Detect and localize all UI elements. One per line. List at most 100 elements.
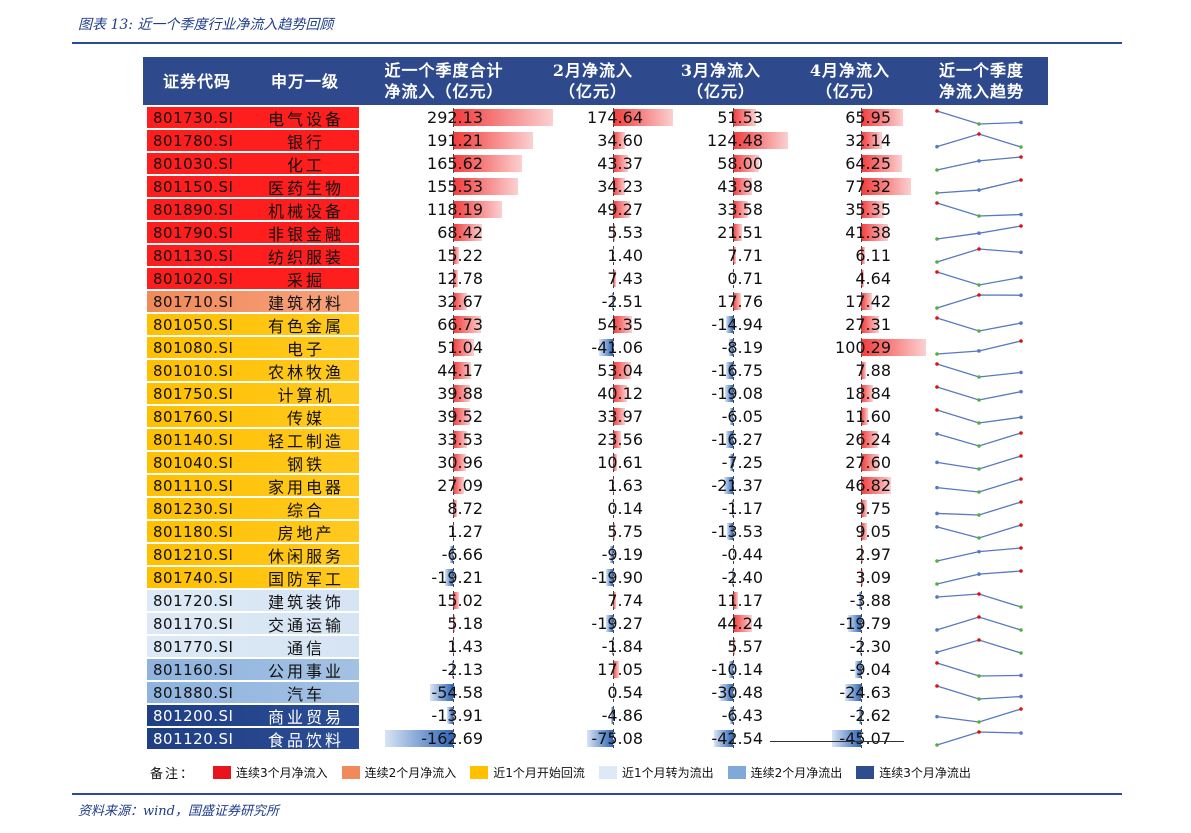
table-row: 801770.SI 通信 1.43 -1.84 5.57 -2.30 <box>143 635 1048 658</box>
trend-line <box>936 110 1022 125</box>
trend-line <box>936 409 1022 424</box>
legend-item: 近1个月开始回流 <box>470 764 585 781</box>
header-total: 近一个季度合计 净流入（亿元） <box>359 57 529 105</box>
cell-m3: -6.43 <box>657 704 781 727</box>
industry-name: 化工 <box>286 155 325 175</box>
industry-name: 国防军工 <box>267 569 344 589</box>
trend-line <box>936 685 1022 700</box>
trend-point <box>977 638 981 642</box>
cell-m4: 6.11 <box>785 244 909 267</box>
legend-item: 连续3个月净流出 <box>856 764 971 781</box>
cell-total: 8.72 <box>365 497 489 520</box>
trend-point <box>977 444 981 448</box>
trend-line <box>936 386 1022 401</box>
security-code: 801750.SI <box>153 384 234 403</box>
trend-point <box>1019 293 1023 298</box>
cell-m4: 32.14 <box>785 129 909 152</box>
cell-total: 44.17 <box>365 359 489 382</box>
zero-axis <box>453 131 455 150</box>
value-label: 17.76 <box>717 292 763 311</box>
cell-m2: 53.04 <box>529 359 653 382</box>
cell-m4: 3.09 <box>785 566 909 589</box>
trend-point <box>935 385 939 389</box>
value-label: 68.42 <box>437 223 483 242</box>
trend-sparkline <box>935 592 1023 609</box>
zero-axis <box>733 683 735 702</box>
value-label: 65.95 <box>845 108 891 127</box>
trend-point <box>935 595 939 599</box>
trend-line <box>936 317 1022 332</box>
cell-m3: -30.48 <box>657 681 781 704</box>
value-label: 6.11 <box>855 246 891 265</box>
trend-line <box>936 202 1022 217</box>
legend-text: 连续2个月净流入 <box>364 765 457 780</box>
table-row: 801880.SI 汽车 -54.58 0.54 -30.48 -24.63 <box>143 681 1048 704</box>
cell-m4: 100.29 <box>785 336 926 359</box>
cell-m2: -19.90 <box>529 566 653 589</box>
zero-axis <box>613 154 615 173</box>
zero-axis <box>613 246 615 265</box>
cell-m2: -2.51 <box>529 290 653 313</box>
value-label: 58.00 <box>717 154 763 173</box>
cell-total: -13.91 <box>365 704 489 727</box>
zero-axis <box>861 131 863 150</box>
value-label: 41.38 <box>845 223 891 242</box>
zero-axis <box>613 637 615 656</box>
industry-name: 有色金属 <box>267 316 344 336</box>
cell-m2: 33.97 <box>529 405 653 428</box>
data-bar <box>848 615 861 632</box>
table-row: 801780.SI 银行 191.21 34.60 124.48 32.14 <box>143 129 1048 152</box>
value-label: 5.75 <box>607 522 643 541</box>
zero-axis <box>453 200 455 219</box>
zero-axis <box>613 683 615 702</box>
zero-axis <box>453 453 455 472</box>
zero-axis <box>613 177 615 196</box>
industry-name: 电气设备 <box>267 109 344 129</box>
data-bar <box>861 132 882 149</box>
cell-m3: -21.37 <box>657 474 781 497</box>
trend-sparkline <box>935 454 1023 471</box>
trend-line <box>936 731 1022 746</box>
trend-point <box>977 697 981 701</box>
data-bar <box>453 339 475 356</box>
trend-point <box>977 572 981 576</box>
trend-point <box>977 231 981 236</box>
trend-point <box>935 260 939 264</box>
value-label: -7.25 <box>721 453 763 472</box>
data-bar <box>861 178 911 195</box>
data-bar <box>719 684 733 701</box>
cell-m4: 35.35 <box>785 198 909 221</box>
cell-m2: 7.43 <box>529 267 653 290</box>
data-bar <box>453 454 466 471</box>
value-label: 34.60 <box>597 131 643 150</box>
zero-axis <box>613 407 615 426</box>
cell-m3: -2.40 <box>657 566 781 589</box>
cell-m3: 5.57 <box>657 635 781 658</box>
legend-label: 备注： <box>150 766 196 782</box>
cell-total: 15.02 <box>365 589 489 612</box>
cell-m4: -9.04 <box>785 658 909 681</box>
cell-m4: 65.95 <box>785 106 909 129</box>
category-band <box>147 590 359 611</box>
category-band <box>147 314 359 335</box>
zero-axis <box>453 499 455 518</box>
value-label: 1.63 <box>607 476 643 495</box>
category-band <box>147 153 359 174</box>
zero-axis <box>453 614 455 633</box>
value-label: -19.79 <box>839 614 891 633</box>
industry-name: 机械设备 <box>267 201 344 221</box>
cell-m3: 44.24 <box>657 612 781 635</box>
data-bar <box>613 362 632 379</box>
trend-point <box>1019 628 1023 632</box>
table-row: 801720.SI 建筑装饰 15.02 7.74 11.17 -3.88 <box>143 589 1048 612</box>
value-label: 5.53 <box>607 223 643 242</box>
industry-name: 采掘 <box>286 270 325 290</box>
value-label: -4.86 <box>601 706 643 725</box>
value-label: -45.07 <box>839 729 891 748</box>
value-label: 33.58 <box>717 200 763 219</box>
industry-name: 农林牧渔 <box>267 362 344 382</box>
cell-m2: -9.19 <box>529 543 653 566</box>
table-row: 801160.SI 公用事业 -2.13 17.05 -10.14 -9.04 <box>143 658 1048 681</box>
value-label: 7.71 <box>727 246 763 265</box>
zero-axis <box>733 729 735 748</box>
